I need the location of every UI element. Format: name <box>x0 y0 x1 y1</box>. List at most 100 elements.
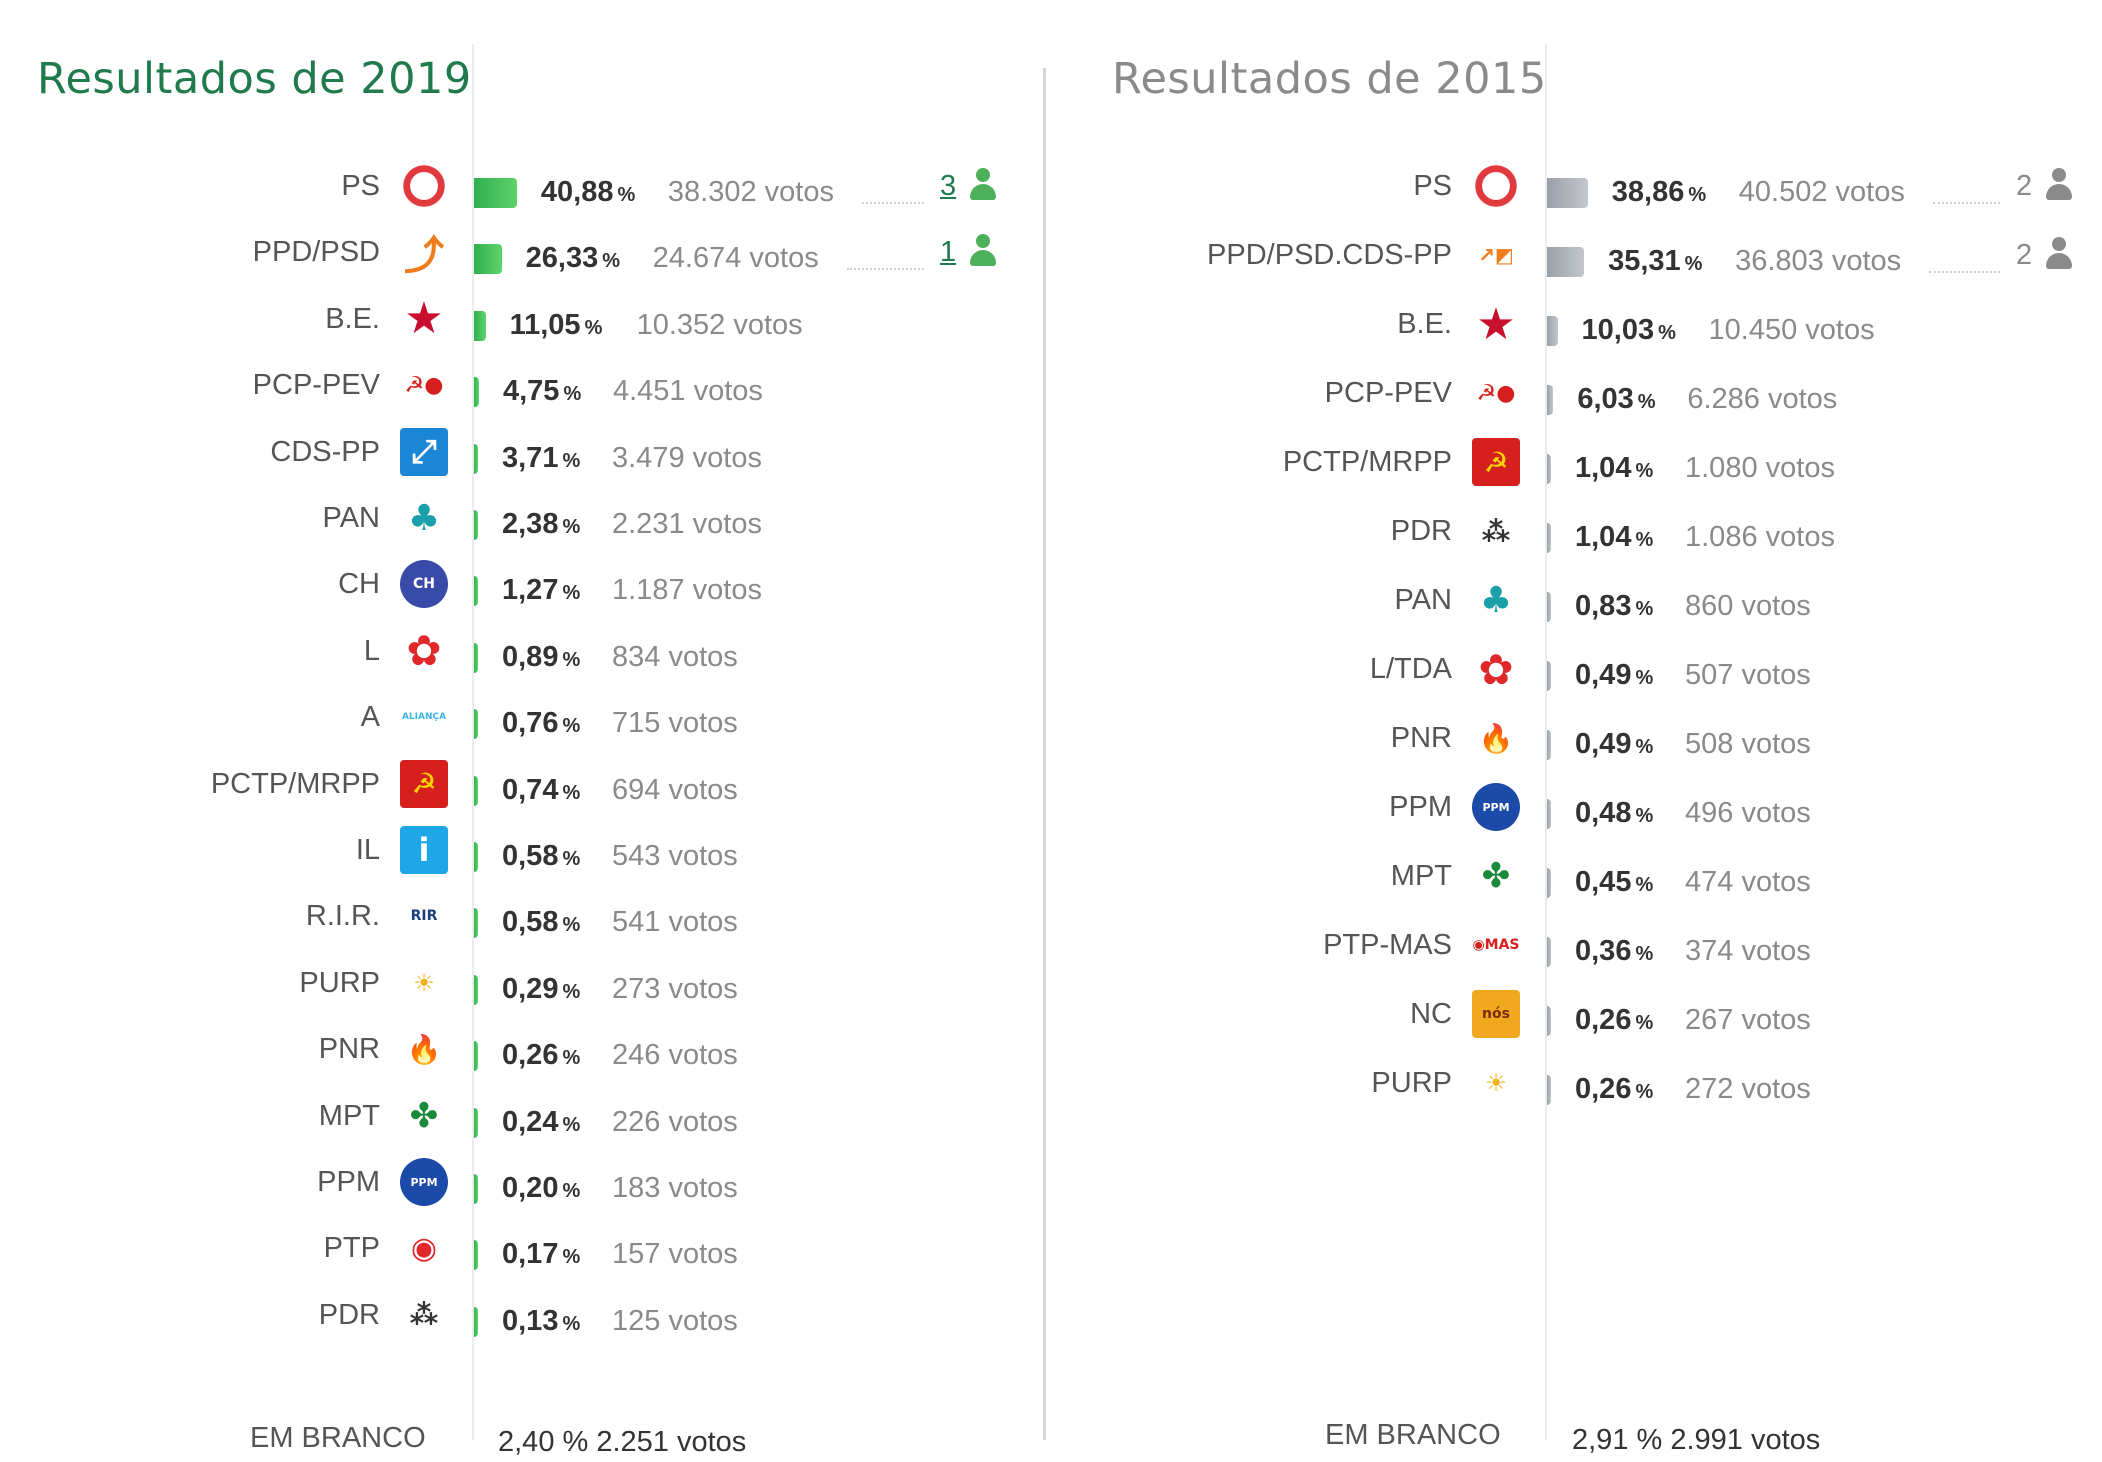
vote-percentage: 38,86% <box>1612 172 1706 215</box>
party-name: PPM <box>317 1166 380 1198</box>
vote-percentage: 0,89% <box>502 637 580 680</box>
seat-count[interactable]: 1 <box>940 236 957 269</box>
percentage-value: 1,27 <box>502 574 559 607</box>
vote-percentage: 4,75% <box>503 371 581 414</box>
party-name: PNR <box>1390 722 1452 754</box>
cdu-logo-icon: ☭● <box>1476 380 1516 406</box>
vote-percentage: 0,49% <box>1575 655 1653 698</box>
percentage-value: 1,04 <box>1575 521 1632 553</box>
vote-share-bar <box>1547 730 1551 760</box>
percentage-value: 0,89 <box>502 640 559 673</box>
percent-sign: % <box>1635 1081 1654 1103</box>
vote-share-bar <box>1547 316 1558 346</box>
party-name: PPD/PSD <box>252 236 380 269</box>
vote-percentage: 0,13% <box>502 1301 580 1344</box>
vote-count: 507 votos <box>1685 659 1811 691</box>
percentage-value: 11,05 <box>509 308 581 341</box>
seat-count: 2 <box>2016 239 2033 271</box>
percent-sign: % <box>562 582 581 605</box>
chega-logo-icon: CH <box>400 560 448 609</box>
vote-count: 860 votos <box>1685 590 1811 622</box>
ppm-logo-icon: PPM <box>400 1158 448 1206</box>
column-divider <box>1043 68 1046 1440</box>
party-name: PCP-PEV <box>1324 377 1452 409</box>
percent-sign: % <box>562 781 581 804</box>
percentage-value: 0,26 <box>502 1039 559 1072</box>
mpt-clover-logo-icon: ✤ <box>409 1095 439 1136</box>
party-name: PTP-MAS <box>1323 929 1452 961</box>
blank-votes-value-2015: 2,91 % 2.991 votos <box>1572 1424 1821 1456</box>
vote-count: 508 votos <box>1685 728 1811 760</box>
rir-logo-icon: RIR <box>410 908 438 925</box>
vote-percentage: 35,31% <box>1608 241 1702 284</box>
vote-count: 1.086 votos <box>1685 521 1835 553</box>
vote-count: 2.231 votos <box>612 508 762 540</box>
vote-share-bar <box>474 709 478 740</box>
vote-count: 6.286 votos <box>1687 383 1838 415</box>
percentage-value: 0,26 <box>1575 1004 1632 1036</box>
percentage-value: 0,48 <box>1575 797 1632 829</box>
percent-sign: % <box>1635 805 1654 827</box>
party-name: PAN <box>322 502 380 534</box>
vote-percentage: 0,26% <box>1575 1069 1653 1112</box>
vote-share-bar <box>474 1240 478 1271</box>
vote-percentage: 1,04% <box>1575 517 1653 560</box>
dotted-leader <box>846 268 924 271</box>
party-name: IL <box>355 834 380 866</box>
blank-votes-label-2019: EM BRANCO <box>250 1422 426 1454</box>
percentage-value: 10,03 <box>1581 314 1655 346</box>
percent-sign: % <box>1635 529 1654 551</box>
party-name: NC <box>1410 998 1452 1030</box>
mandate-person-icon <box>970 234 996 268</box>
vote-count: 226 votos <box>612 1105 738 1138</box>
party-name: CH <box>338 568 380 601</box>
results-2015-title: Resultados de 2015 <box>1112 54 1547 104</box>
mandate-person-icon <box>2046 237 2072 271</box>
vote-count: 24.674 votos <box>652 242 819 275</box>
livre-poppy-logo-icon: ✿ <box>1478 645 1514 693</box>
percentage-value: 0,36 <box>1575 935 1632 967</box>
percent-sign: % <box>562 1180 581 1202</box>
vote-share-bar <box>474 1041 478 1072</box>
pnr-logo-icon: 🔥 <box>406 1032 442 1066</box>
mpt-clover-logo-icon: ✤ <box>1481 856 1511 896</box>
party-name: MPT <box>318 1099 380 1132</box>
vote-count: 543 votos <box>612 840 738 872</box>
dotted-leader <box>1929 271 2000 273</box>
vote-count: 3.479 votos <box>612 441 762 474</box>
vote-percentage: 2,38% <box>502 504 580 547</box>
vote-count: 10.450 votos <box>1708 314 1875 346</box>
vote-share-bar <box>1547 868 1551 898</box>
percentage-value: 0,17 <box>502 1238 559 1271</box>
percentage-value: 2,38 <box>502 508 559 540</box>
nc-logo-icon: nós <box>1472 990 1520 1038</box>
party-name: R.I.R. <box>305 900 380 933</box>
vote-share-bar <box>474 178 517 208</box>
vote-percentage: 0,48% <box>1575 793 1653 836</box>
vote-count: 474 votos <box>1685 866 1811 898</box>
party-name: PS <box>1413 170 1452 202</box>
vote-percentage: 11,05% <box>510 305 603 348</box>
vote-share-bar <box>474 642 478 673</box>
vote-percentage: 40,88% <box>541 172 635 215</box>
vote-share-bar <box>1547 1006 1551 1036</box>
vote-percentage: 1,04% <box>1575 448 1653 491</box>
percent-sign: % <box>562 516 581 538</box>
vote-count: 1.080 votos <box>1685 452 1835 484</box>
cdu-logo-icon: ☭● <box>404 372 444 398</box>
vote-count: 694 votos <box>612 773 738 806</box>
vote-share-bar <box>474 1174 478 1204</box>
percent-sign: % <box>1658 322 1676 344</box>
vote-count: 267 votos <box>1685 1004 1811 1036</box>
vote-count: 1.187 votos <box>612 574 762 607</box>
vote-percentage: 0,49% <box>1575 724 1653 767</box>
be-star-logo-icon: ★ <box>404 294 444 343</box>
percentage-value: 0,29 <box>502 972 559 1005</box>
vote-percentage: 0,26% <box>502 1035 580 1078</box>
vote-count: 496 votos <box>1685 797 1811 829</box>
be-star-logo-icon: ★ <box>1476 300 1516 348</box>
vote-count: 246 votos <box>612 1039 738 1072</box>
seat-count[interactable]: 3 <box>940 170 957 202</box>
party-name: PPM <box>1389 791 1452 823</box>
vote-share-bar <box>474 510 478 540</box>
